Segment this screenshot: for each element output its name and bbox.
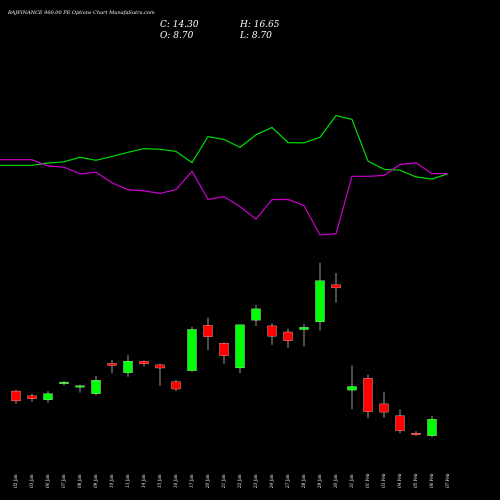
candle-body xyxy=(59,381,69,384)
candle-15-jan xyxy=(155,363,165,386)
candle-body xyxy=(251,308,261,321)
chart-title: BAJFINANCE 960.00 PE Options Chart Munaf… xyxy=(7,10,155,16)
candle-body xyxy=(27,395,37,399)
x-tick-label: 02 Jan xyxy=(13,474,18,488)
candle-body xyxy=(11,390,21,402)
candle-01-feb xyxy=(363,374,373,419)
high-value: H: 16.65 xyxy=(239,20,280,30)
x-tick-label: 08 Jan xyxy=(77,474,82,488)
candle-29-jan xyxy=(315,262,325,331)
x-tick-label: 03 Jan xyxy=(29,474,34,488)
x-tick-label: 15 Jan xyxy=(157,474,162,488)
candle-06-feb xyxy=(427,415,437,438)
candle-03-jan xyxy=(27,393,37,402)
x-tick-label: 16 Jan xyxy=(173,474,178,488)
candle-body xyxy=(379,403,389,413)
candle-body xyxy=(155,364,165,369)
candle-body xyxy=(315,280,325,322)
candle-02-jan xyxy=(11,389,21,404)
x-tick-label: 23 Jan xyxy=(253,474,258,489)
candle-14-jan xyxy=(139,360,149,367)
x-tick-label: 17 Jan xyxy=(189,474,194,488)
candle-27-jan xyxy=(283,328,293,348)
candle-body xyxy=(299,327,309,330)
candle-21-jan xyxy=(219,342,229,364)
candle-04-feb xyxy=(395,409,405,434)
candles xyxy=(11,262,437,438)
candle-body xyxy=(91,380,101,394)
open-value: O: 8.70 xyxy=(160,31,194,41)
candle-03-feb xyxy=(379,391,389,418)
candle-body xyxy=(123,361,133,373)
candle-body xyxy=(107,363,117,366)
candle-13-jan xyxy=(123,355,133,377)
x-tick-label: 06 Feb xyxy=(429,473,434,488)
candle-body xyxy=(267,325,277,337)
magenta-indicator-line xyxy=(0,159,448,236)
candle-10-jan xyxy=(107,359,117,374)
x-tick-label: 27 Jan xyxy=(285,474,290,489)
x-tick-label: 07 Jan xyxy=(61,474,66,488)
candle-body xyxy=(395,415,405,431)
x-tick-label: 03 Feb xyxy=(381,473,386,488)
candle-17-jan xyxy=(187,326,197,372)
x-tick-label: 10 Jan xyxy=(109,474,114,488)
candle-body xyxy=(363,378,373,412)
x-tick-label: 13 Jan xyxy=(125,474,130,488)
x-tick-label: 09 Jan xyxy=(93,474,98,488)
x-tick-label: 24 Jan xyxy=(269,474,274,489)
candle-28-jan xyxy=(299,323,309,347)
x-tick-label: 31 Jan xyxy=(349,474,354,488)
candle-09-jan xyxy=(91,375,101,396)
candle-body xyxy=(75,385,85,388)
candle-body xyxy=(283,331,293,341)
candle-05-feb xyxy=(411,431,421,436)
x-tick-label: 05 Feb xyxy=(413,473,418,488)
close-value: C: 14.30 xyxy=(160,20,199,30)
low-value: L: 8.70 xyxy=(239,31,272,41)
candle-body xyxy=(411,433,421,435)
candle-body xyxy=(331,284,341,289)
x-tick-label: 04 Feb xyxy=(397,473,402,488)
x-tick-label: 07 Feb xyxy=(445,473,450,488)
x-tick-label: 22 Jan xyxy=(237,474,242,489)
x-axis-ticks: 02 Jan 03 Jan 06 Jan 07 Jan 08 Jan 09 Jan 10 J… xyxy=(13,473,450,489)
x-tick-label: 14 Jan xyxy=(141,474,146,488)
candle-31-jan xyxy=(347,365,357,410)
candle-07-jan xyxy=(59,381,69,386)
candle-body xyxy=(203,325,213,337)
candle-body xyxy=(187,329,197,371)
x-tick-label: 28 Jan xyxy=(301,474,306,489)
indicator-lines xyxy=(0,114,449,236)
x-tick-label: 29 Jan xyxy=(317,474,322,489)
candle-30-jan xyxy=(331,273,341,303)
candle-22-jan xyxy=(235,324,245,374)
candle-06-jan xyxy=(43,391,53,403)
candle-body xyxy=(139,361,149,365)
green-indicator-line xyxy=(0,114,449,180)
candle-23-jan xyxy=(251,304,261,326)
x-tick-label: 06 Jan xyxy=(45,474,50,488)
candle-body xyxy=(171,381,181,390)
candle-body xyxy=(347,386,357,391)
candle-24-jan xyxy=(267,323,277,345)
x-tick-label: 01 Feb xyxy=(365,473,370,488)
candle-body xyxy=(235,324,245,369)
x-tick-label: 21 Jan xyxy=(221,474,226,489)
x-tick-label: 20 Jan xyxy=(205,474,210,489)
candle-08-jan xyxy=(75,384,85,393)
candle-body xyxy=(43,393,53,400)
x-tick-label: 30 Jan xyxy=(333,474,338,488)
candle-16-jan xyxy=(171,380,181,392)
candle-body xyxy=(427,419,437,436)
candle-body xyxy=(219,343,229,356)
candle-20-jan xyxy=(203,317,213,350)
